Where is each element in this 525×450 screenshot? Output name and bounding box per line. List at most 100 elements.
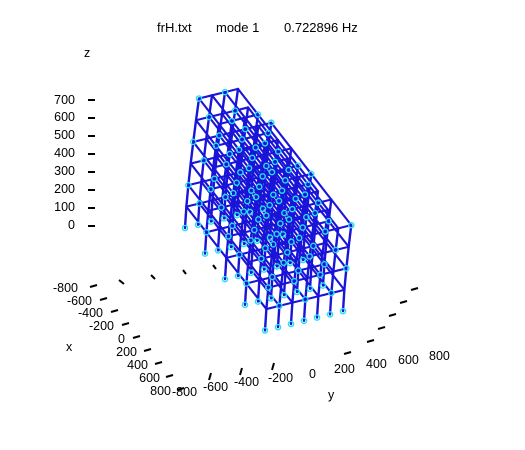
node-marker [279, 231, 287, 238]
node-marker [227, 243, 235, 251]
x-tick-label: 0 [118, 332, 125, 346]
frame-member [209, 188, 232, 216]
node-marker [277, 220, 284, 227]
node-marker [275, 197, 283, 205]
frame-member [223, 256, 228, 281]
node-marker [268, 168, 276, 176]
frame-member [276, 139, 300, 167]
frame-member [225, 235, 230, 260]
x-tick-label: -200 [89, 319, 114, 333]
node-marker [304, 180, 312, 188]
frame-member [263, 307, 268, 332]
frame-member [222, 163, 228, 188]
x-tick-label: 600 [139, 371, 160, 385]
node-marker [255, 183, 263, 191]
node-marker [247, 237, 254, 244]
frame-member [203, 231, 208, 255]
frame-member [205, 231, 228, 259]
node-marker [238, 136, 246, 143]
node-marker [254, 111, 262, 118]
frame-member [227, 119, 234, 144]
node-marker [293, 288, 301, 296]
frame-member [295, 236, 301, 261]
frame-member [256, 279, 261, 303]
frame-member [330, 270, 335, 295]
node-marker [273, 263, 281, 270]
x-tick-mark [165, 374, 174, 378]
node-marker [295, 267, 302, 274]
y-tick-mark [388, 313, 397, 317]
z-tick-label: 200 [54, 182, 75, 196]
y-tick-label: -400 [234, 375, 259, 389]
node-marker [235, 146, 243, 153]
frame-member [304, 276, 309, 301]
y-tick-label: -200 [268, 371, 293, 385]
frame-member [196, 202, 201, 227]
floor-tick-mark [118, 279, 125, 285]
frame-member [291, 279, 296, 304]
frame-member [253, 113, 260, 138]
node-marker [299, 256, 307, 264]
node-marker [339, 307, 347, 315]
node-marker [229, 222, 236, 230]
node-marker [229, 189, 237, 197]
frame-member [207, 187, 212, 212]
frame-member [347, 223, 353, 248]
node-marker [347, 221, 355, 229]
z-tick-label: 500 [54, 128, 75, 142]
node-marker [258, 255, 265, 263]
node-marker [246, 208, 254, 216]
y-tick-mark [377, 326, 386, 330]
frame-member [300, 193, 307, 218]
frame-member [292, 219, 315, 248]
node-marker [241, 125, 249, 133]
y-tick-label: -800 [172, 385, 197, 399]
node-marker [231, 107, 239, 114]
node-marker [262, 244, 269, 252]
frame-member [245, 260, 250, 285]
node-marker [240, 240, 248, 248]
node-marker [259, 205, 267, 213]
frame-member [205, 209, 210, 234]
z-tick-label: 400 [54, 146, 75, 160]
frame-member [327, 198, 333, 223]
node-marker [194, 221, 202, 229]
node-marker [328, 289, 335, 297]
node-marker [321, 228, 329, 235]
frame-member [270, 121, 293, 150]
x-tick-label: -600 [67, 294, 92, 308]
frame-member [236, 253, 241, 278]
frame-member [312, 244, 335, 273]
frame-member [194, 97, 201, 122]
node-marker [326, 311, 334, 318]
frame-member [246, 200, 269, 228]
x-tick-label: -400 [78, 306, 103, 320]
node-marker [259, 173, 266, 180]
node-marker [332, 246, 339, 254]
node-marker [207, 185, 214, 193]
frame-member [289, 301, 294, 326]
z-tick-label: 0 [68, 218, 75, 232]
node-marker [247, 269, 255, 277]
node-marker [302, 296, 309, 303]
frame-member [198, 180, 203, 205]
node-marker [266, 234, 274, 241]
node-marker [252, 144, 259, 151]
y-axis-label: y [328, 388, 335, 402]
frame-member [218, 206, 223, 231]
frame-member [243, 282, 248, 306]
floor-edge-ticks [118, 264, 217, 285]
structural-frame [183, 87, 353, 332]
frame-member [306, 255, 311, 280]
node-marker [255, 216, 262, 223]
frame-member [247, 145, 254, 170]
node-marker [215, 132, 223, 139]
x-tick-label: -800 [53, 281, 78, 295]
frame-member [229, 213, 252, 242]
floor-tick-mark [212, 264, 217, 270]
title-file: frH.txt [157, 20, 192, 35]
frame-member [183, 205, 188, 230]
frame-member [245, 167, 251, 192]
frame-member [207, 209, 230, 238]
